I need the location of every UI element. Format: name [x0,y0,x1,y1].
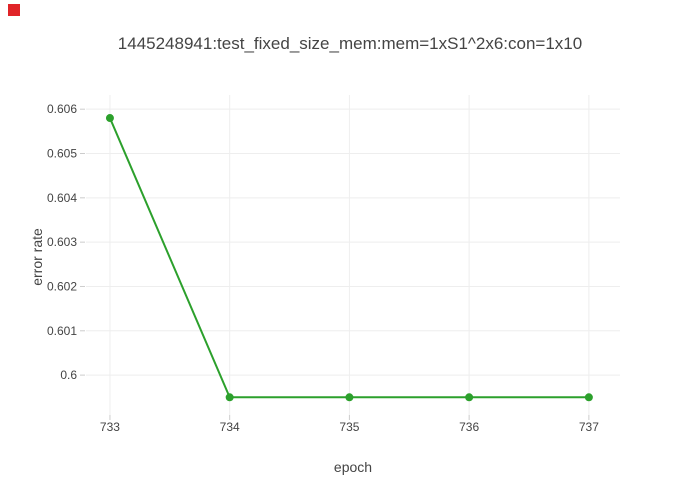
data-point [345,393,354,402]
y-tick-label: 0.6 [60,368,77,382]
y-tick-label: 0.602 [47,279,77,293]
gridlines [86,95,620,415]
y-tick-label: 0.603 [47,235,77,249]
data-point [105,114,114,123]
x-tick-label: 735 [339,420,359,434]
y-tick-label: 0.606 [47,102,77,116]
y-tick-label: 0.601 [47,324,77,338]
x-tick-label: 736 [459,420,479,434]
y-axis-title: error rate [29,228,45,286]
tick-labels: 0.606 0.605 0.604 0.603 0.602 0.601 0.6 733 734 7… [47,102,599,434]
red-square-badge [8,4,20,16]
y-tick-label: 0.605 [47,147,77,161]
data-point [465,393,474,402]
axis-ticks [80,108,590,420]
x-axis-title: epoch [333,459,373,475]
y-tick-label: 0.604 [47,191,77,205]
x-tick-label: 734 [220,420,240,434]
data-point [584,393,593,402]
chart-title: 1445248941:test_fixed_size_mem:mem=1xS1^… [117,34,583,53]
x-tick-label: 737 [579,420,599,434]
data-point [225,393,234,402]
x-tick-label: 733 [100,420,120,434]
